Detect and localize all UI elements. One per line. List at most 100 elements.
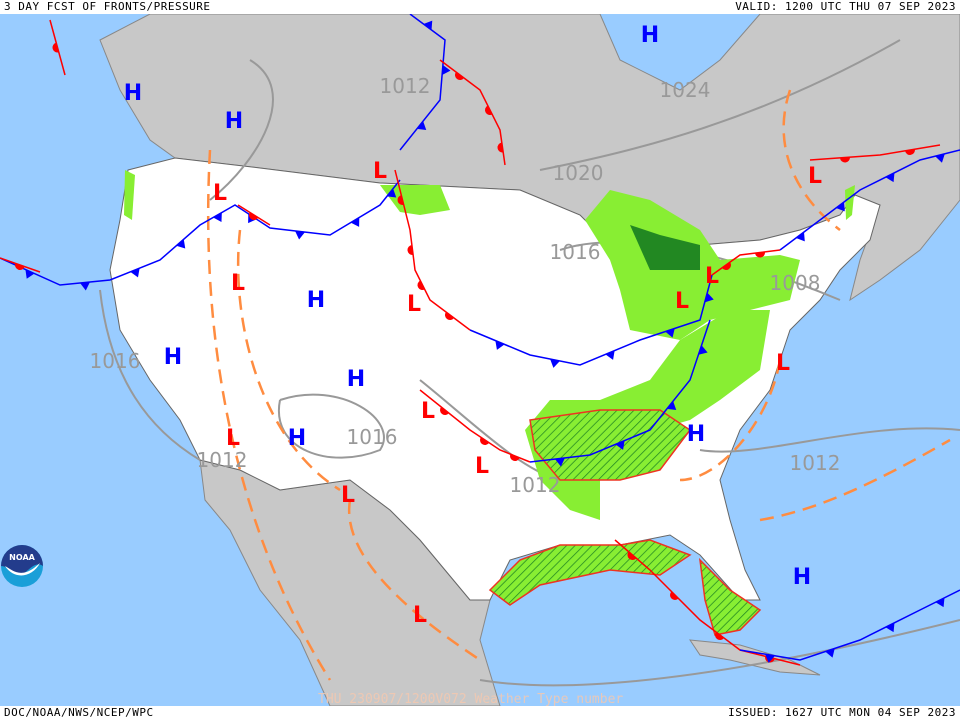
cold-front-triangle [796, 232, 805, 242]
isobar-line [277, 393, 385, 459]
front-line [711, 249, 781, 276]
cold-front-triangle [495, 340, 505, 350]
warm-front-semicircle [440, 406, 449, 415]
front-line [394, 169, 471, 331]
watermark-text: THU 230907/1200V072 Weather Type number [318, 692, 624, 707]
noaa-logo-text: NOAA [9, 553, 35, 562]
precipitation-areas [124, 170, 855, 636]
cold-front [469, 274, 714, 368]
header-bar: 3 DAY FCST OF FRONTS/PRESSURE VALID: 120… [0, 0, 960, 14]
warm-front-semicircle [455, 71, 464, 80]
trough-line [759, 438, 951, 522]
low-pressure-center: L [407, 292, 421, 317]
fronts-pressure-map: 1012 102410201016100810161016101210121012… [0, 14, 960, 706]
isobar-labels: 1012 1024 1020 1016 1008 1016 1016 1012 1012 1012 [90, 74, 841, 497]
cold-front-triangle [665, 328, 675, 338]
precip-hatched-area [698, 557, 762, 636]
low-pressure-center: L [808, 164, 822, 189]
front-line [779, 149, 960, 251]
isobar-line [209, 59, 274, 201]
low-pressure-center: L [231, 271, 245, 296]
isobar-label: 1012 [790, 451, 841, 475]
warm-front-semicircle [755, 251, 765, 258]
cold-front [529, 319, 711, 467]
cold-front-triangle [213, 212, 222, 222]
front-line [614, 539, 801, 666]
cold-front [739, 589, 960, 663]
low-pressure-center: L [776, 351, 790, 376]
map-title: 3 DAY FCST OF FRONTS/PRESSURE [4, 0, 211, 13]
front-line [809, 144, 941, 161]
noaa-logo: NOAA [1, 545, 43, 587]
warm-front-semicircle [627, 551, 637, 560]
high-pressure-center: H [793, 565, 811, 590]
high-pressure-center: H [288, 426, 306, 451]
warm-front-semicircle [417, 280, 425, 290]
warm-front [394, 169, 471, 331]
warm-front-semicircle [249, 212, 259, 220]
isobar-label: 1020 [553, 161, 604, 185]
front-line [529, 319, 711, 463]
precip-area [124, 170, 135, 220]
cold-front-triangle [698, 345, 708, 355]
isobar-label: 1024 [660, 78, 711, 102]
cold-front-triangle [605, 350, 615, 360]
isobar-label: 1012 [510, 473, 561, 497]
cold-front-triangle [935, 597, 945, 608]
low-pressure-center: L [421, 399, 435, 424]
issued-time: ISSUED: 1627 UTC MON 04 SEP 2023 [728, 706, 956, 719]
warm-front [711, 249, 781, 276]
cold-front-triangle [416, 121, 427, 130]
cuba-land [688, 639, 821, 676]
high-pressure-center: H [641, 23, 659, 48]
precip-area [845, 185, 855, 220]
cold-front-triangle [885, 622, 895, 633]
cold-front-triangle [130, 268, 140, 278]
isobar-line [539, 39, 901, 171]
warm-front-semicircle [721, 262, 731, 270]
trough-line [679, 359, 782, 482]
isobar-line [99, 289, 201, 461]
precip-area [380, 185, 450, 215]
low-pressure-center: L [226, 426, 240, 451]
cold-front-triangle [666, 401, 677, 410]
cold-front-triangle [550, 359, 560, 368]
cold-front-triangle [295, 230, 305, 240]
warm-front-semicircle [840, 157, 850, 163]
warm-front-semicircle [397, 195, 404, 205]
cold-front-triangle [442, 65, 451, 75]
isobar-label: 1012 [380, 74, 431, 98]
warm-front [439, 59, 506, 166]
warm-front-semicircle [15, 263, 25, 270]
agency-label: DOC/NOAA/NWS/NCEP/WPC [4, 706, 154, 719]
cold-front-triangle [423, 20, 433, 30]
isobar-label: 1016 [90, 349, 141, 373]
precip-hatched-area [488, 539, 692, 606]
warm-front-semicircle [445, 311, 454, 320]
cold-front-triangle [825, 648, 835, 658]
warm-front [0, 257, 41, 273]
warm-front [49, 19, 66, 76]
cold-front-triangle [555, 457, 565, 467]
low-pressure-center: L [413, 603, 427, 628]
trough-line [782, 89, 841, 231]
warm-front-semicircle [905, 149, 915, 155]
high-pressure-center: H [124, 81, 142, 106]
cold-front-triangle [176, 239, 186, 249]
trough-line [206, 149, 332, 681]
low-pressure-center: L [675, 289, 689, 314]
cold-front-triangle [885, 172, 895, 183]
warm-front [419, 389, 531, 463]
warm-front-semicircle [715, 631, 724, 640]
cold-front [399, 14, 451, 151]
trough-line [236, 229, 341, 492]
precip-heavy-area [630, 225, 700, 270]
cold-front-triangle [386, 188, 397, 198]
front-line [739, 589, 960, 661]
isobar-label: 1016 [550, 240, 601, 264]
fronts [0, 14, 960, 666]
warm-front-semicircle [510, 454, 520, 461]
warm-front-semicircle [670, 591, 679, 600]
low-pressure-center: L [213, 181, 227, 206]
